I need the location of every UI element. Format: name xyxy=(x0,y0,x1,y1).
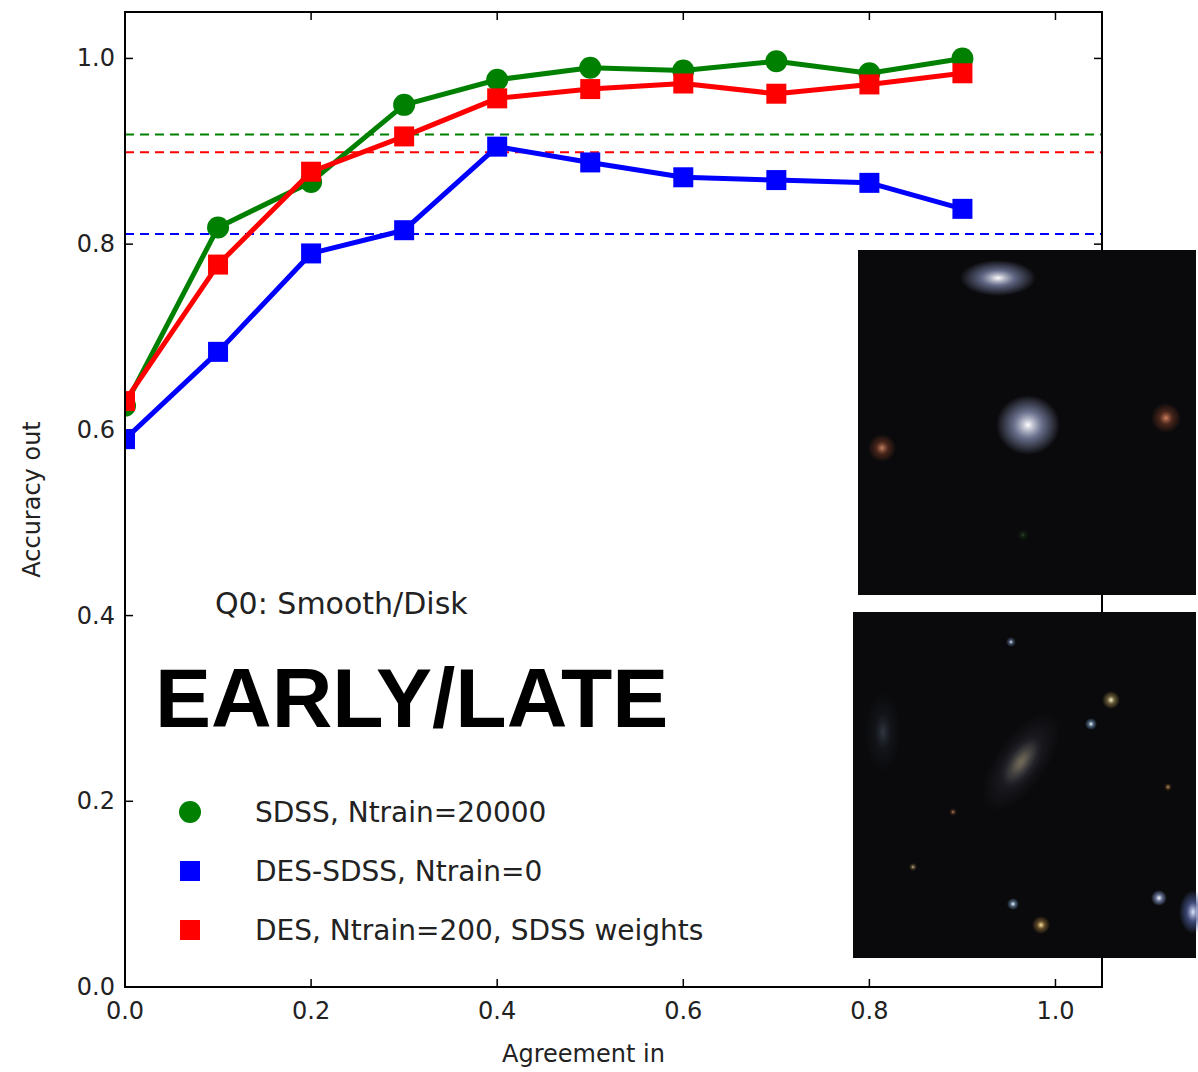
series-line xyxy=(125,58,962,405)
x-tick-top xyxy=(496,12,498,20)
point xyxy=(952,199,972,219)
x-tick-label: 0.2 xyxy=(292,997,330,1025)
series-line xyxy=(125,147,962,440)
point xyxy=(301,162,321,182)
point xyxy=(579,57,601,79)
legend-label: DES-SDSS, Ntrain=0 xyxy=(255,855,542,888)
point xyxy=(859,173,879,193)
point xyxy=(301,243,321,263)
y-tick-label: 0.8 xyxy=(77,230,115,258)
x-tick-label: 0.8 xyxy=(850,997,888,1025)
y-tick xyxy=(125,801,133,803)
point xyxy=(952,63,972,83)
x-tick xyxy=(310,979,312,987)
image-background xyxy=(858,250,1196,595)
image-blob xyxy=(1179,890,1198,934)
point xyxy=(580,79,600,99)
point xyxy=(207,216,229,238)
point xyxy=(125,391,135,411)
point xyxy=(394,126,414,146)
point xyxy=(765,50,787,72)
x-tick-label: 0.4 xyxy=(478,997,516,1025)
image-blob xyxy=(865,692,901,772)
point xyxy=(766,170,786,190)
galaxy-image xyxy=(853,612,1198,958)
x-tick-label: 0.6 xyxy=(664,997,702,1025)
x-tick-top xyxy=(683,12,685,20)
image-blob xyxy=(1085,718,1097,730)
y-tick xyxy=(125,58,133,60)
y-tick xyxy=(125,243,133,245)
baseline xyxy=(125,233,1102,235)
legend-marker xyxy=(179,801,201,823)
legend-label: DES, Ntrain=200, SDSS weights xyxy=(255,914,703,947)
annotation: EARLY/LATE xyxy=(155,651,668,745)
y-tick-right xyxy=(1094,58,1102,60)
series-line xyxy=(125,73,962,401)
x-tick xyxy=(1055,979,1057,987)
x-tick xyxy=(869,979,871,987)
x-tick-label: 0.0 xyxy=(106,997,144,1025)
y-tick-label: 0.2 xyxy=(77,787,115,815)
point xyxy=(673,74,693,94)
legend-marker xyxy=(180,920,200,940)
image-blob xyxy=(909,863,917,871)
galaxy-image xyxy=(858,250,1196,595)
point xyxy=(766,84,786,104)
image-blob xyxy=(960,260,1036,296)
point xyxy=(580,152,600,172)
annotation: Q0: Smooth/Disk xyxy=(215,586,468,621)
image-blob xyxy=(996,395,1060,455)
point xyxy=(208,342,228,362)
image-blob xyxy=(1151,890,1167,906)
y-axis-label: Accuracy out xyxy=(18,421,46,578)
point xyxy=(673,167,693,187)
point xyxy=(394,220,414,240)
point xyxy=(486,69,508,91)
legend: SDSS, Ntrain=20000 DES-SDSS, Ntrain=0 DES,… xyxy=(179,796,703,947)
image-blob xyxy=(949,808,957,816)
point xyxy=(208,255,228,275)
image-blob xyxy=(1164,783,1172,791)
baseline xyxy=(125,134,1102,136)
y-tick-right xyxy=(1094,243,1102,245)
y-tick-label: 0.6 xyxy=(77,416,115,444)
x-tick xyxy=(496,979,498,987)
x-tick-label: 1.0 xyxy=(1036,997,1074,1025)
y-tick-label: 0.4 xyxy=(77,602,115,630)
image-blob xyxy=(868,434,896,462)
x-axis-label: Agreement in xyxy=(502,1040,665,1068)
y-tick-label: 1.0 xyxy=(77,44,115,72)
x-tick xyxy=(683,979,685,987)
x-tick-top xyxy=(310,12,312,20)
x-tick-top xyxy=(1055,12,1057,20)
point xyxy=(487,137,507,157)
point xyxy=(859,74,879,94)
image-blob xyxy=(1017,529,1029,541)
image-blob xyxy=(1007,898,1019,910)
legend-label: SDSS, Ntrain=20000 xyxy=(255,796,546,829)
image-blob xyxy=(1102,691,1120,709)
image-blob xyxy=(1151,403,1181,433)
point xyxy=(125,429,135,449)
image-blob xyxy=(966,700,1075,825)
y-tick xyxy=(125,615,133,617)
y-tick-label: 0.0 xyxy=(77,973,115,1001)
chart: 0.0 0.2 0.4 0.6 0.8 1.0 0.0 0.2 0.4 0.6 0.8 1.0 Agre… xyxy=(0,0,1198,1072)
image-blob xyxy=(1032,916,1050,934)
point xyxy=(487,88,507,108)
baseline xyxy=(125,151,1102,153)
image-blob xyxy=(1006,637,1016,647)
point xyxy=(393,94,415,116)
legend-marker xyxy=(180,861,200,881)
x-tick-top xyxy=(869,12,871,20)
image-background xyxy=(853,612,1196,958)
